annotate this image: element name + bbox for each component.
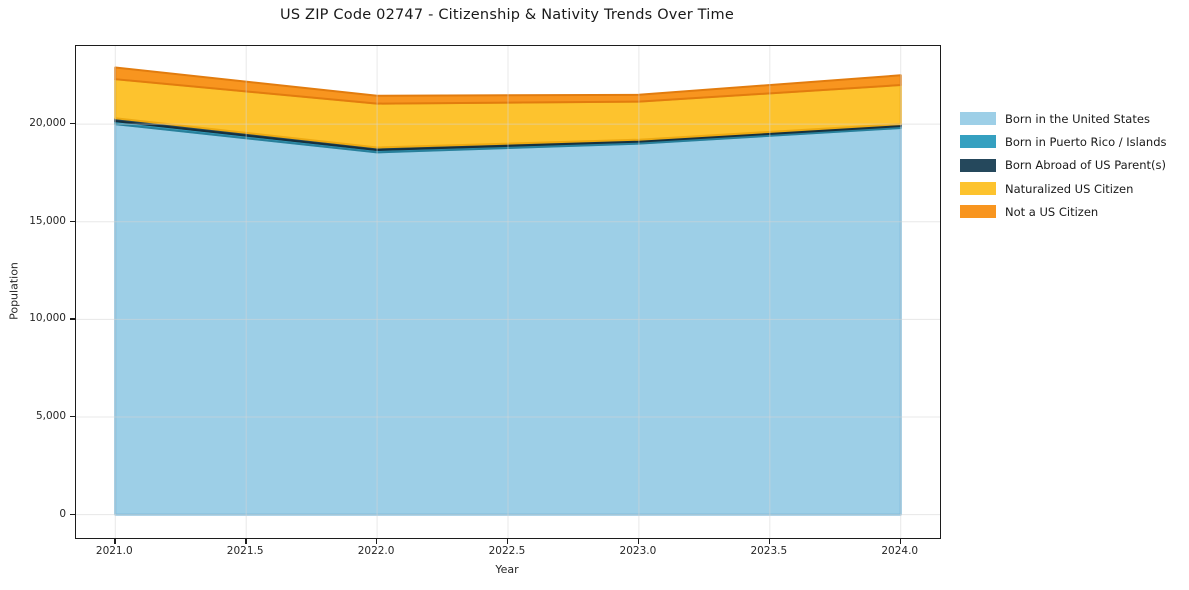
legend-item: Not a US Citizen (960, 200, 1167, 223)
x-tick-mark (768, 538, 771, 544)
legend-label: Born in Puerto Rico / Islands (1005, 134, 1167, 149)
legend-swatch (960, 182, 996, 196)
y-tick-label: 10,000 (29, 312, 66, 325)
legend-label: Born Abroad of US Parent(s) (1005, 158, 1166, 173)
stacked-area-chart (76, 46, 940, 538)
legend-label: Not a US Citizen (1005, 204, 1099, 219)
x-tick-label: 2022.0 (357, 545, 395, 557)
y-tick-mark (70, 318, 75, 320)
y-tick-mark (70, 513, 75, 515)
legend-item: Naturalized US Citizen (960, 177, 1167, 200)
y-tick-label: 5,000 (35, 409, 66, 422)
legend-swatch (960, 205, 996, 219)
legend-item: Born Abroad of US Parent(s) (960, 154, 1167, 177)
x-tick-mark (114, 538, 116, 544)
x-axis-label: Year (495, 563, 519, 576)
legend-label: Born in the United States (1005, 111, 1150, 126)
y-tick-label: 20,000 (29, 117, 66, 130)
y-tick-label: 0 (59, 507, 66, 520)
x-tick-mark (507, 538, 509, 544)
x-tick-mark (637, 538, 640, 544)
legend-swatch (960, 112, 996, 126)
x-tick-label: 2024.0 (881, 545, 919, 557)
y-tick-mark (70, 220, 75, 223)
x-tick-label: 2021.5 (226, 545, 264, 557)
legend: Born in the United States Born in Puerto … (960, 107, 1167, 223)
x-tick-label: 2021.0 (95, 545, 133, 557)
y-tick-mark (70, 123, 75, 125)
gridlines (76, 46, 940, 538)
x-tick-label: 2023.0 (619, 545, 657, 557)
x-tick-mark (245, 538, 247, 544)
legend-item: Born in Puerto Rico / Islands (960, 130, 1167, 153)
legend-label: Naturalized US Citizen (1005, 181, 1134, 196)
x-tick-label: 2023.5 (750, 545, 788, 557)
legend-item: Born in the United States (960, 107, 1167, 130)
x-tick-mark (899, 538, 902, 544)
legend-swatch (960, 135, 996, 149)
legend-swatch (960, 158, 996, 172)
chart-title: US ZIP Code 02747 - Citizenship & Nativi… (280, 7, 734, 23)
x-tick-label: 2022.5 (488, 545, 526, 557)
plot-area (75, 45, 941, 539)
y-tick-mark (70, 415, 75, 418)
y-tick-label: 15,000 (29, 214, 66, 227)
x-tick-mark (376, 538, 378, 544)
